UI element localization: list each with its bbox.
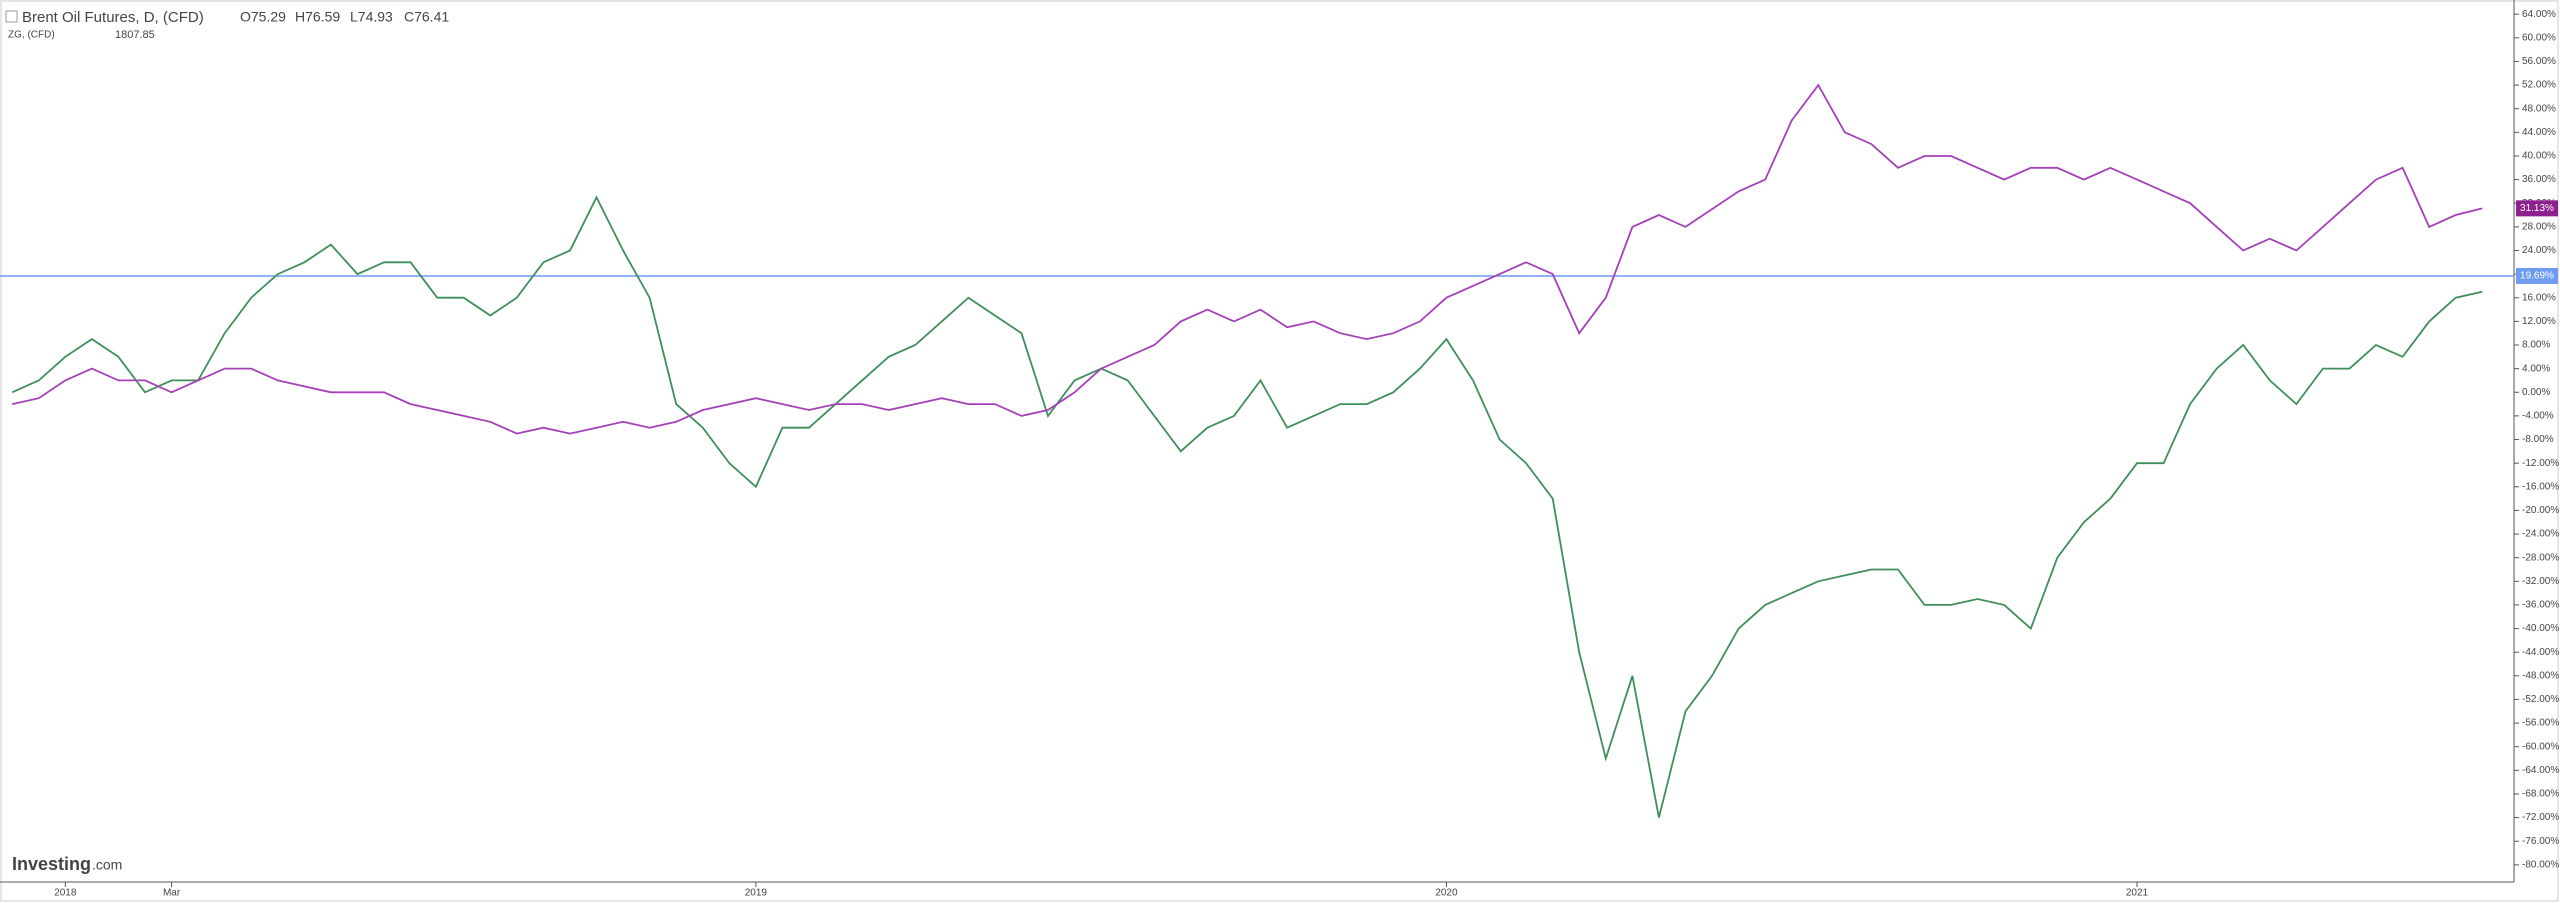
y-tick-label: 8.00% [2522, 340, 2550, 351]
series-title: Brent Oil Futures, D, (CFD) [22, 9, 204, 26]
y-tick-label: 4.00% [2522, 363, 2550, 374]
logo-brand: Investing [12, 854, 91, 874]
ohlc-high: H76.59 [295, 9, 340, 25]
y-tick-label: 52.00% [2522, 80, 2556, 91]
y-tick-label: -56.00% [2522, 718, 2559, 729]
y-tick-label: -72.00% [2522, 812, 2559, 823]
y-tick-label: 60.00% [2522, 32, 2556, 43]
y-tick-label: -64.00% [2522, 765, 2559, 776]
price-badge-label: 19.69% [2520, 271, 2554, 282]
y-tick-label: -36.00% [2522, 600, 2559, 611]
x-tick-label: 2021 [2126, 888, 2149, 899]
x-tick-label: 2020 [1435, 888, 1458, 899]
x-tick-label: 2018 [54, 888, 77, 899]
y-tick-label: 16.00% [2522, 292, 2556, 303]
y-tick-label: 36.00% [2522, 174, 2556, 185]
y-tick-label: 12.00% [2522, 316, 2556, 327]
series-line [11, 195, 2483, 818]
logo-suffix: .com [92, 857, 122, 873]
y-tick-label: -44.00% [2522, 647, 2559, 658]
y-tick-label: 24.00% [2522, 245, 2556, 256]
price-badge [2516, 267, 2558, 284]
ohlc-close: C76.41 [404, 9, 449, 25]
x-tick-label: Mar [163, 888, 181, 899]
y-tick-label: -16.00% [2522, 481, 2559, 492]
y-tick-label: -60.00% [2522, 741, 2559, 752]
y-tick-label: -48.00% [2522, 670, 2559, 681]
y-tick-label: -40.00% [2522, 623, 2559, 634]
y-tick-label: -76.00% [2522, 836, 2559, 847]
y-tick-label: 0.00% [2522, 387, 2550, 398]
x-tick-label: 2019 [745, 888, 768, 899]
second-value: 1807.85 [115, 29, 155, 41]
y-tick-label: 44.00% [2522, 127, 2556, 138]
price-badge [2516, 200, 2558, 217]
ohlc-open: O75.29 [240, 9, 286, 25]
y-tick-label: -28.00% [2522, 552, 2559, 563]
y-tick-label: -4.00% [2522, 411, 2554, 422]
second-title: ZG, (CFD) [8, 30, 55, 41]
y-tick-label: -32.00% [2522, 576, 2559, 587]
y-tick-label: -24.00% [2522, 529, 2559, 540]
y-tick-label: 28.00% [2522, 221, 2556, 232]
series-line [12, 83, 2483, 435]
y-tick-label: -20.00% [2522, 505, 2559, 516]
y-tick-label: -12.00% [2522, 458, 2559, 469]
y-tick-label: 64.00% [2522, 9, 2556, 20]
ohlc-low: L74.93 [350, 9, 393, 25]
y-tick-label: 40.00% [2522, 151, 2556, 162]
collapse-icon[interactable] [5, 10, 18, 23]
y-tick-label: -80.00% [2522, 860, 2559, 871]
y-tick-label: 48.00% [2522, 103, 2556, 114]
y-tick-label: 56.00% [2522, 56, 2556, 67]
y-tick-label: -68.00% [2522, 789, 2559, 800]
y-tick-label: -8.00% [2522, 434, 2554, 445]
y-tick-label: -52.00% [2522, 694, 2559, 705]
price-badge-label: 31.13% [2520, 203, 2554, 214]
